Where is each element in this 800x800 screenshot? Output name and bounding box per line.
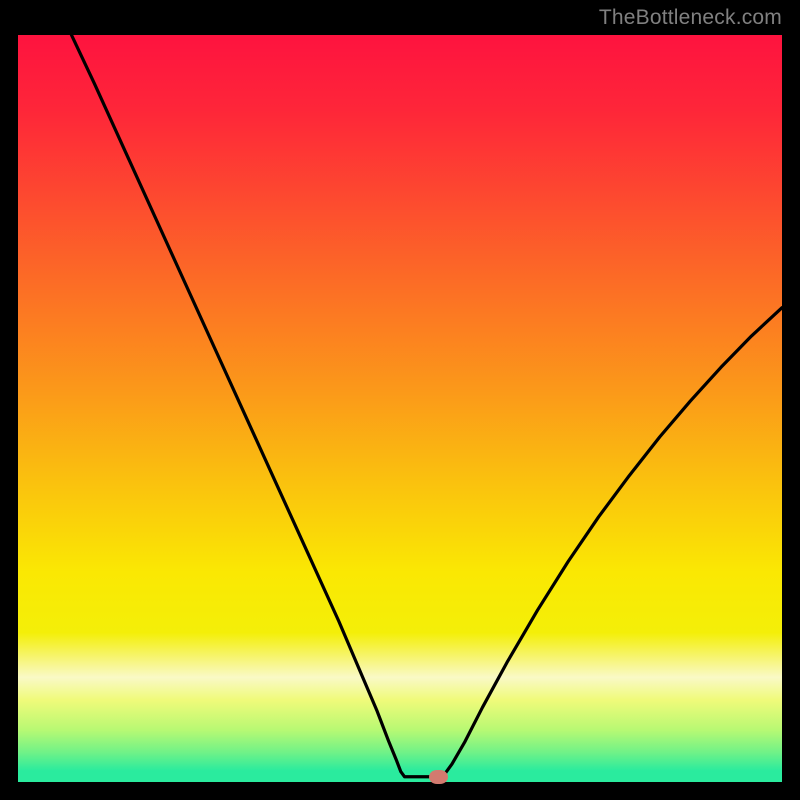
- watermark-text: TheBottleneck.com: [599, 6, 782, 30]
- chart-background: [18, 35, 782, 782]
- bottleneck-chart: [18, 35, 782, 782]
- chart-container: [18, 35, 782, 782]
